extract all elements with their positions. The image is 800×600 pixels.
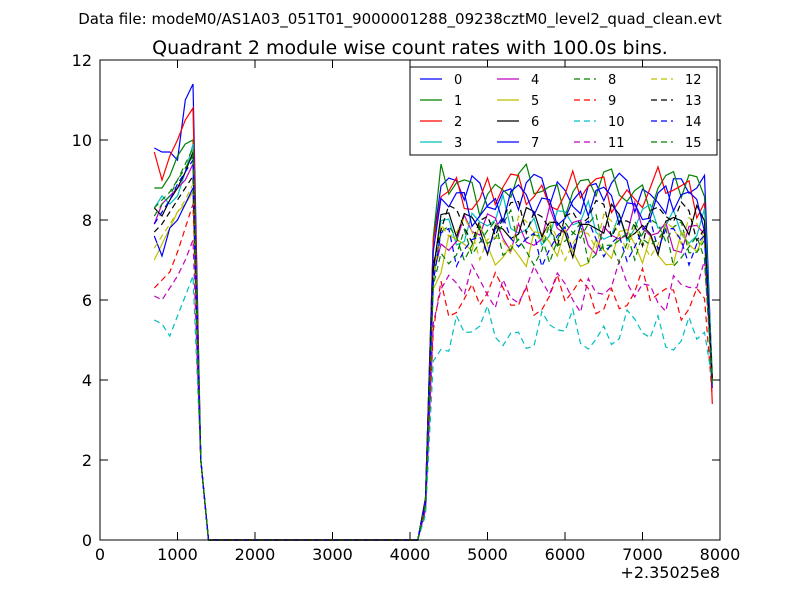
legend-label-11: 11 <box>608 136 625 151</box>
legend-label-14: 14 <box>685 115 702 130</box>
legend-label-2: 2 <box>454 115 462 130</box>
legend-label-12: 12 <box>685 73 702 88</box>
x-tick-label: 5000 <box>467 545 508 564</box>
x-tick-label: 0 <box>95 545 105 564</box>
legend-label-8: 8 <box>608 73 616 88</box>
legend-label-10: 10 <box>608 115 625 130</box>
y-tick-label: 2 <box>82 451 92 470</box>
x-tick-label: 2000 <box>235 545 276 564</box>
legend-box <box>409 66 718 156</box>
x-tick-label: 6000 <box>545 545 586 564</box>
chart-title: Quadrant 2 module wise count rates with … <box>152 37 668 59</box>
x-tick-label: 8000 <box>700 545 741 564</box>
series-line-9 <box>153 203 713 541</box>
legend-label-7: 7 <box>531 136 539 151</box>
y-tick-label: 10 <box>72 131 92 150</box>
plot-frame <box>99 59 721 541</box>
legend-label-6: 6 <box>531 115 539 130</box>
x-tick-label: 4000 <box>390 545 431 564</box>
y-tick-label: 6 <box>82 291 92 310</box>
y-tick-label: 0 <box>82 531 92 550</box>
x-tick-label: 3000 <box>312 545 353 564</box>
y-tick-label: 12 <box>72 51 92 70</box>
legend-label-13: 13 <box>685 94 702 109</box>
legend-label-3: 3 <box>454 136 462 151</box>
axis-ticks: 0 1000 2000 3000 4000 5000 6000 7000 80000246810… <box>72 51 741 564</box>
y-tick-label: 8 <box>82 211 92 230</box>
legend-label-4: 4 <box>531 73 539 88</box>
y-tick-label: 4 <box>82 371 92 390</box>
x-tick-label: 7000 <box>622 545 663 564</box>
legend-label-0: 0 <box>454 73 462 88</box>
legend-label-9: 9 <box>608 94 616 109</box>
chart-suptitle: Data file: modeM0/AS1A03_051T01_90000012… <box>78 10 722 29</box>
legend-label-1: 1 <box>454 94 462 109</box>
legend-label-15: 15 <box>685 136 702 151</box>
x-offset-label: +2.35025e8 <box>620 563 720 582</box>
legend-label-5: 5 <box>531 94 539 109</box>
x-tick-label: 1000 <box>157 545 198 564</box>
